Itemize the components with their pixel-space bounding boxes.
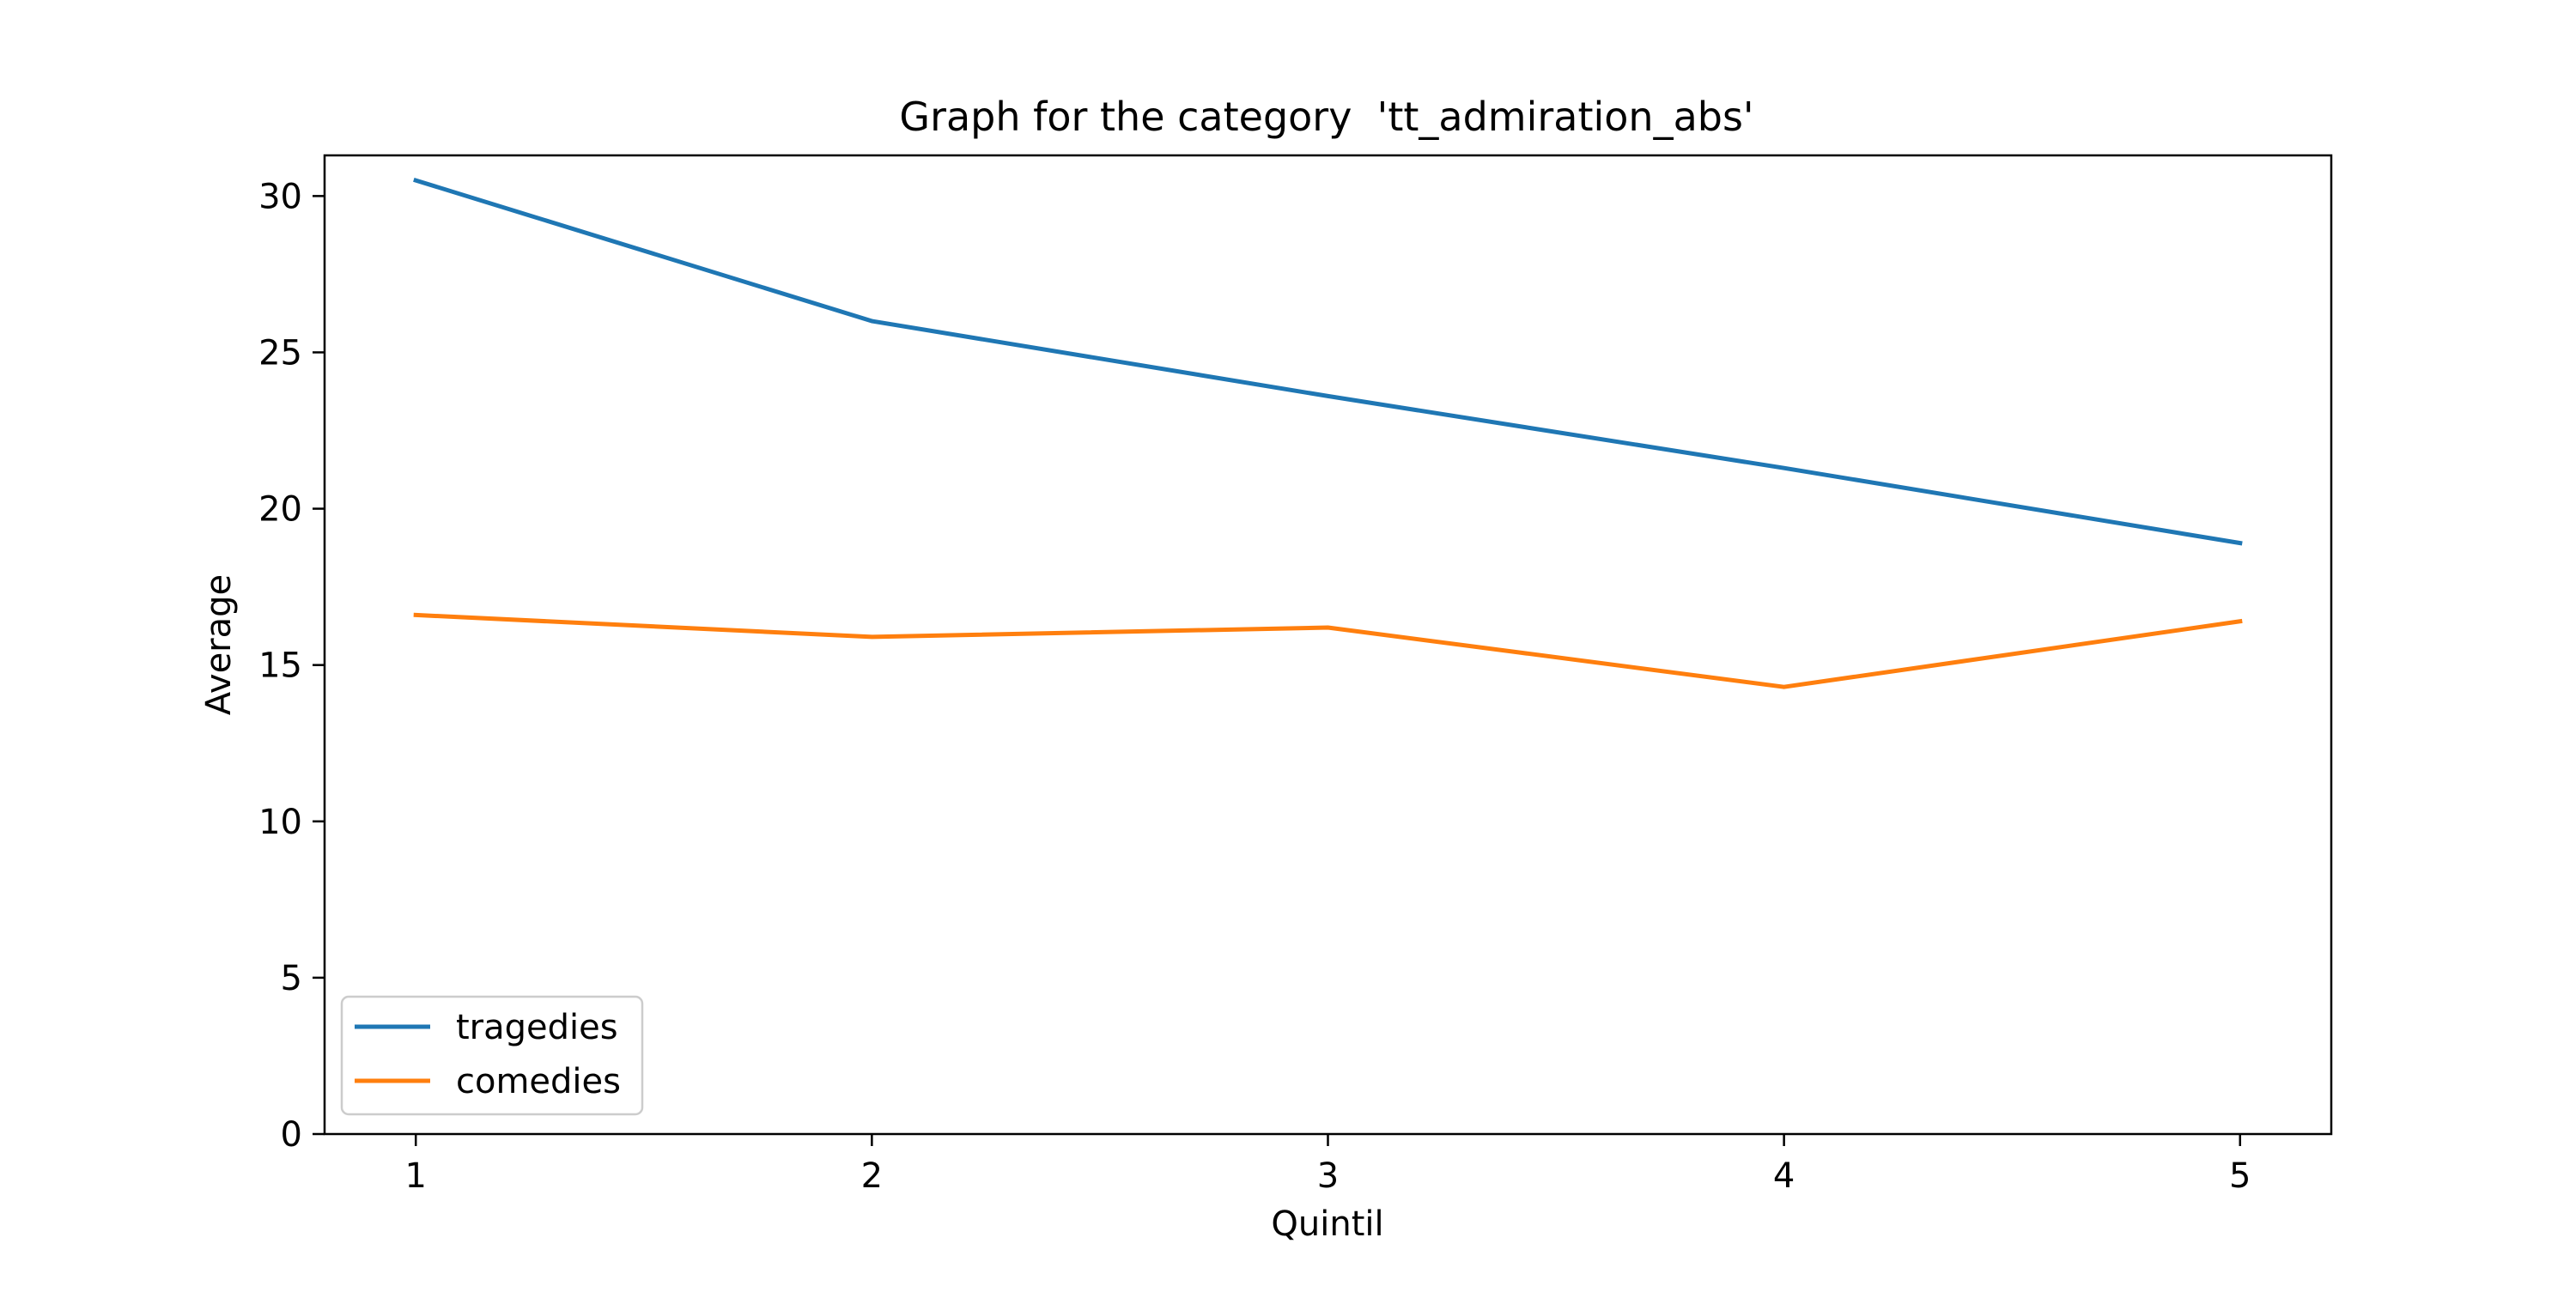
- legend-label-comedies: comedies: [456, 1062, 621, 1101]
- y-tick-label: 0: [281, 1115, 302, 1155]
- legend-label-tragedies: tragedies: [456, 1008, 618, 1047]
- y-tick-label: 30: [258, 177, 302, 216]
- x-tick-label: 4: [1773, 1156, 1795, 1196]
- y-tick-label: 25: [258, 333, 302, 373]
- x-tick-label: 3: [1317, 1156, 1339, 1196]
- x-axis-label: Quintil: [1271, 1204, 1383, 1244]
- y-tick-label: 20: [258, 490, 302, 530]
- x-tick-label: 5: [2229, 1156, 2251, 1196]
- chart-title: Graph for the category 'tt_admiration_ab…: [899, 94, 1753, 140]
- x-tick-label: 1: [405, 1156, 427, 1196]
- y-tick-label: 15: [258, 646, 302, 686]
- y-tick-label: 10: [258, 803, 302, 842]
- y-axis-label: Average: [199, 574, 239, 715]
- legend: tragedies comedies: [342, 997, 642, 1114]
- x-tick-label: 2: [861, 1156, 883, 1196]
- y-tick-label: 5: [281, 959, 302, 998]
